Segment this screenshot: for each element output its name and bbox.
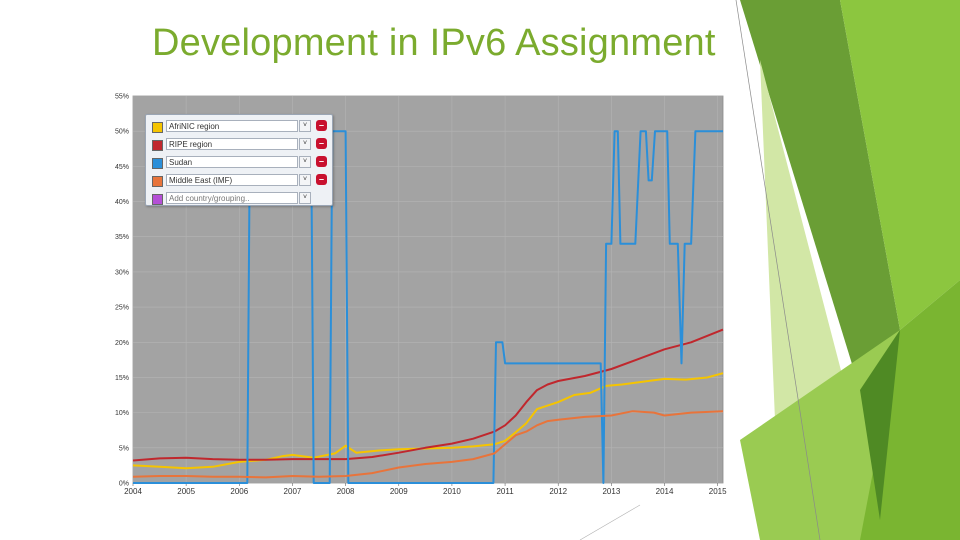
chart: 0% 5% 10% 15% 20% 25% 30% 35% 40% 45% 50% 55% 2004 20… <box>108 88 736 508</box>
chevron-down-icon[interactable]: ˅ <box>299 174 311 186</box>
legend-swatch <box>152 140 163 151</box>
deco-shape-green-upper <box>840 0 960 330</box>
x-tick-label: 2015 <box>709 487 727 496</box>
deco-shape-dark-green <box>740 0 900 390</box>
y-tick-label: 55% <box>115 94 129 101</box>
legend-item: RIPE region ˅ – <box>150 137 328 153</box>
legend-swatch <box>152 122 163 133</box>
y-tick-label: 40% <box>115 199 129 206</box>
slide-title: Development in IPv6 Assignment <box>152 22 716 64</box>
x-tick-label: 2005 <box>177 487 195 496</box>
chevron-down-icon[interactable]: ˅ <box>299 138 311 150</box>
x-tick-label: 2009 <box>390 487 408 496</box>
legend-item: AfriNIC region ˅ – <box>150 119 328 135</box>
y-tick-label: 35% <box>115 234 129 241</box>
series-line-sudan <box>133 130 723 484</box>
deco-line <box>735 0 821 540</box>
add-series-row: Add country/grouping.. ˅ <box>150 191 328 207</box>
x-tick-label: 2006 <box>230 487 248 496</box>
deco-shape-mid-green <box>740 330 900 540</box>
y-tick-label: 50% <box>115 129 129 136</box>
x-tick-label: 2012 <box>549 487 567 496</box>
series-line-middle-east-imf <box>132 410 724 479</box>
minus-icon[interactable]: – <box>316 156 327 167</box>
chart-canvas: 0% 5% 10% 15% 20% 25% 30% 35% 40% 45% 50% 55% 2004 20… <box>115 94 727 497</box>
y-tick-label: 30% <box>115 269 129 276</box>
x-tick-label: 2004 <box>124 487 142 496</box>
y-tick-label: 0% <box>119 481 129 488</box>
x-tick-label: 2008 <box>337 487 355 496</box>
deco-line-2 <box>579 504 641 540</box>
series-select[interactable]: RIPE region <box>166 138 298 150</box>
add-series-input[interactable]: Add country/grouping.. <box>166 192 298 204</box>
x-tick-label: 2011 <box>496 487 514 496</box>
series-select[interactable]: Middle East (IMF) <box>166 174 298 186</box>
y-tick-label: 45% <box>115 164 129 171</box>
chevron-down-icon[interactable]: ˅ <box>299 120 311 132</box>
minus-icon[interactable]: – <box>316 120 327 131</box>
x-tick-label: 2007 <box>284 487 302 496</box>
x-tick-label: 2014 <box>656 487 674 496</box>
minus-icon[interactable]: – <box>316 174 327 185</box>
y-tick-label: 20% <box>115 340 129 347</box>
series-select[interactable]: AfriNIC region <box>166 120 298 132</box>
series-picker: AfriNIC region ˅ – RIPE region ˅ – Sudan ˅ – Midd… <box>145 114 333 206</box>
y-tick-label: 10% <box>115 410 129 417</box>
legend-swatch <box>152 176 163 187</box>
y-tick-label: 5% <box>119 445 129 452</box>
deco-shape-green-lower <box>860 280 960 540</box>
chevron-down-icon[interactable]: ˅ <box>299 192 311 204</box>
x-tick-label: 2010 <box>443 487 461 496</box>
chevron-down-icon[interactable]: ˅ <box>299 156 311 168</box>
y-tick-label: 25% <box>115 305 129 312</box>
series-select[interactable]: Sudan <box>166 156 298 168</box>
legend-item: Middle East (IMF) ˅ – <box>150 173 328 189</box>
legend-swatch <box>152 158 163 169</box>
minus-icon[interactable]: – <box>316 138 327 149</box>
y-tick-label: 15% <box>115 375 129 382</box>
series-line-afrinic-region <box>132 372 724 470</box>
x-tick-label: 2013 <box>602 487 620 496</box>
legend-item: Sudan ˅ – <box>150 155 328 171</box>
deco-shape-shadow <box>860 330 900 520</box>
legend-swatch <box>152 194 163 205</box>
